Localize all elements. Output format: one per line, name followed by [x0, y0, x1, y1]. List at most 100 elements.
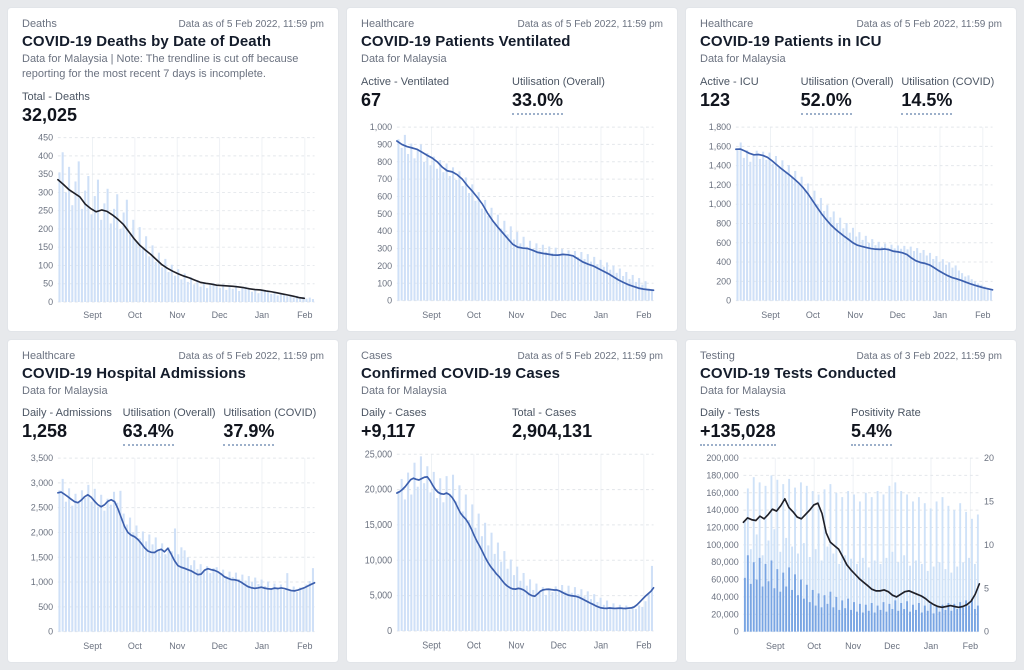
- svg-text:Sept: Sept: [83, 641, 102, 651]
- card-hospital-admissions: Healthcare Data as of 5 Feb 2022, 11:59 …: [7, 338, 339, 663]
- stats-row: Total - Deaths 32,025: [22, 91, 324, 126]
- svg-text:Jan: Jan: [594, 309, 608, 319]
- svg-text:Dec: Dec: [884, 641, 900, 651]
- svg-text:400: 400: [38, 150, 53, 160]
- card-title: Confirmed COVID-19 Cases: [361, 364, 561, 382]
- icu-chart[interactable]: Sept Oct Nov Dec Jan Feb 0 200 400 600 800 1,000 1,2…: [700, 119, 1002, 327]
- svg-text:0: 0: [48, 627, 53, 637]
- svg-text:0: 0: [734, 627, 739, 637]
- svg-text:Feb: Feb: [297, 310, 312, 320]
- svg-text:Feb: Feb: [975, 309, 990, 319]
- svg-text:600: 600: [377, 191, 392, 201]
- stat: Daily - Cases +9,117: [361, 407, 512, 442]
- svg-text:2,000: 2,000: [31, 527, 53, 537]
- ventilated-chart[interactable]: Sept Oct Nov Dec Jan Feb 0 100 200 300 400 500 600 70…: [361, 119, 663, 327]
- svg-text:Dec: Dec: [551, 640, 567, 650]
- admissions-chart[interactable]: Sept Oct Nov Dec Jan Feb 0 500 1,000 1,500 2,000 2,…: [22, 450, 324, 658]
- stat: Daily - Tests +135,028: [700, 407, 851, 447]
- svg-text:160,000: 160,000: [706, 488, 738, 498]
- svg-text:500: 500: [38, 602, 53, 612]
- svg-text:1,000: 1,000: [709, 199, 731, 209]
- card-title: COVID-19 Hospital Admissions: [22, 364, 246, 382]
- svg-text:800: 800: [377, 156, 392, 166]
- card-header: Cases Data as of 5 Feb 2022, 11:59 pm: [361, 350, 663, 362]
- svg-text:Sept: Sept: [766, 641, 785, 651]
- svg-text:Feb: Feb: [636, 640, 651, 650]
- svg-text:1,500: 1,500: [31, 552, 53, 562]
- svg-text:1,400: 1,400: [709, 160, 731, 170]
- svg-text:0: 0: [48, 296, 53, 306]
- stat: Total - Cases 2,904,131: [512, 407, 663, 442]
- card-title: COVID-19 Patients in ICU: [700, 33, 882, 50]
- stats-row: Daily - Cases +9,117 Total - Cases 2,904,13…: [361, 407, 663, 442]
- deaths-chart[interactable]: Sept Oct Nov Dec Jan Feb 0 50 100 150 200 250 300 350…: [22, 130, 324, 327]
- stat-label: Utilisation (Overall): [800, 75, 894, 88]
- svg-text:Sept: Sept: [761, 309, 780, 319]
- svg-text:1,000: 1,000: [370, 121, 392, 131]
- svg-text:Sept: Sept: [422, 640, 441, 650]
- stat-value[interactable]: 33.0%: [512, 90, 564, 115]
- stat-value: +9,117: [361, 421, 416, 442]
- svg-text:400: 400: [377, 226, 392, 236]
- svg-text:600: 600: [716, 237, 731, 247]
- category-label: Healthcare: [361, 18, 415, 30]
- svg-text:100: 100: [377, 278, 392, 288]
- svg-text:20: 20: [984, 453, 994, 463]
- svg-text:200,000: 200,000: [706, 453, 738, 463]
- svg-text:Jan: Jan: [924, 641, 938, 651]
- svg-text:1,800: 1,800: [709, 121, 731, 131]
- svg-text:80,000: 80,000: [711, 557, 738, 567]
- svg-text:3,000: 3,000: [31, 478, 53, 488]
- stat-label: Active - ICU: [700, 75, 759, 88]
- card-patients-icu: Healthcare Data as of 5 Feb 2022, 11:59 …: [685, 7, 1017, 332]
- svg-text:3,500: 3,500: [31, 453, 53, 463]
- cases-chart[interactable]: Sept Oct Nov Dec Jan Feb 0 5,000 10,000 15,000 20,…: [361, 446, 663, 658]
- svg-text:Oct: Oct: [467, 309, 481, 319]
- stat-value[interactable]: 52.0%: [800, 90, 852, 115]
- stat-value: 32,025: [22, 104, 78, 125]
- svg-text:Nov: Nov: [169, 641, 185, 651]
- stat-label: Positivity Rate: [851, 407, 921, 420]
- svg-text:Nov: Nov: [508, 640, 524, 650]
- svg-text:Sept: Sept: [83, 310, 102, 320]
- stat-label: Active - Ventilated: [361, 75, 450, 88]
- tests-chart[interactable]: Sept Oct Nov Dec Jan Feb 0 20,000 40,000 60,000 80…: [700, 450, 1002, 658]
- stat: Utilisation (Overall) 63.4%: [122, 407, 224, 447]
- svg-text:Oct: Oct: [128, 310, 142, 320]
- svg-text:1,600: 1,600: [709, 141, 731, 151]
- svg-text:Dec: Dec: [212, 310, 228, 320]
- card-subtitle: Data for Malaysia: [361, 384, 447, 397]
- svg-text:Oct: Oct: [128, 641, 142, 651]
- category-label: Cases: [361, 349, 393, 362]
- data-as-of-timestamp: Data as of 5 Feb 2022, 11:59 pm: [517, 350, 663, 362]
- stat-label: Total - Cases: [512, 407, 577, 420]
- data-as-of-timestamp: Data as of 3 Feb 2022, 11:59 pm: [856, 350, 1002, 362]
- card-header: Healthcare Data as of 5 Feb 2022, 11:59 …: [361, 18, 663, 30]
- svg-text:300: 300: [38, 187, 53, 197]
- svg-text:Dec: Dec: [551, 309, 567, 319]
- svg-text:120,000: 120,000: [706, 522, 738, 532]
- stat-value[interactable]: 14.5%: [901, 90, 953, 115]
- stat-value[interactable]: 37.9%: [223, 422, 275, 447]
- svg-text:Oct: Oct: [807, 641, 821, 651]
- svg-text:5: 5: [984, 583, 989, 593]
- card-subtitle: Data for Malaysia: [22, 384, 108, 397]
- svg-text:Dec: Dec: [890, 309, 906, 319]
- data-as-of-timestamp: Data as of 5 Feb 2022, 11:59 pm: [517, 19, 663, 30]
- stat-value[interactable]: +135,028: [700, 422, 776, 447]
- svg-text:180,000: 180,000: [706, 470, 738, 480]
- svg-text:800: 800: [716, 218, 731, 228]
- stat-value: 67: [361, 89, 382, 110]
- stat-value[interactable]: 63.4%: [122, 422, 174, 447]
- svg-text:250: 250: [38, 205, 53, 215]
- stat-value: 1,258: [22, 421, 68, 442]
- card-header: Deaths Data as of 5 Feb 2022, 11:59 pm: [22, 18, 324, 30]
- stat: Positivity Rate 5.4%: [851, 407, 1002, 447]
- stat-label: Utilisation (COVID): [901, 75, 995, 88]
- data-as-of-timestamp: Data as of 5 Feb 2022, 11:59 pm: [856, 19, 1002, 30]
- stat-value[interactable]: 5.4%: [851, 422, 893, 447]
- stat-label: Daily - Tests: [700, 407, 760, 420]
- svg-text:700: 700: [377, 174, 392, 184]
- card-confirmed-cases: Cases Data as of 5 Feb 2022, 11:59 pm Co…: [346, 338, 678, 663]
- svg-text:200: 200: [716, 276, 731, 286]
